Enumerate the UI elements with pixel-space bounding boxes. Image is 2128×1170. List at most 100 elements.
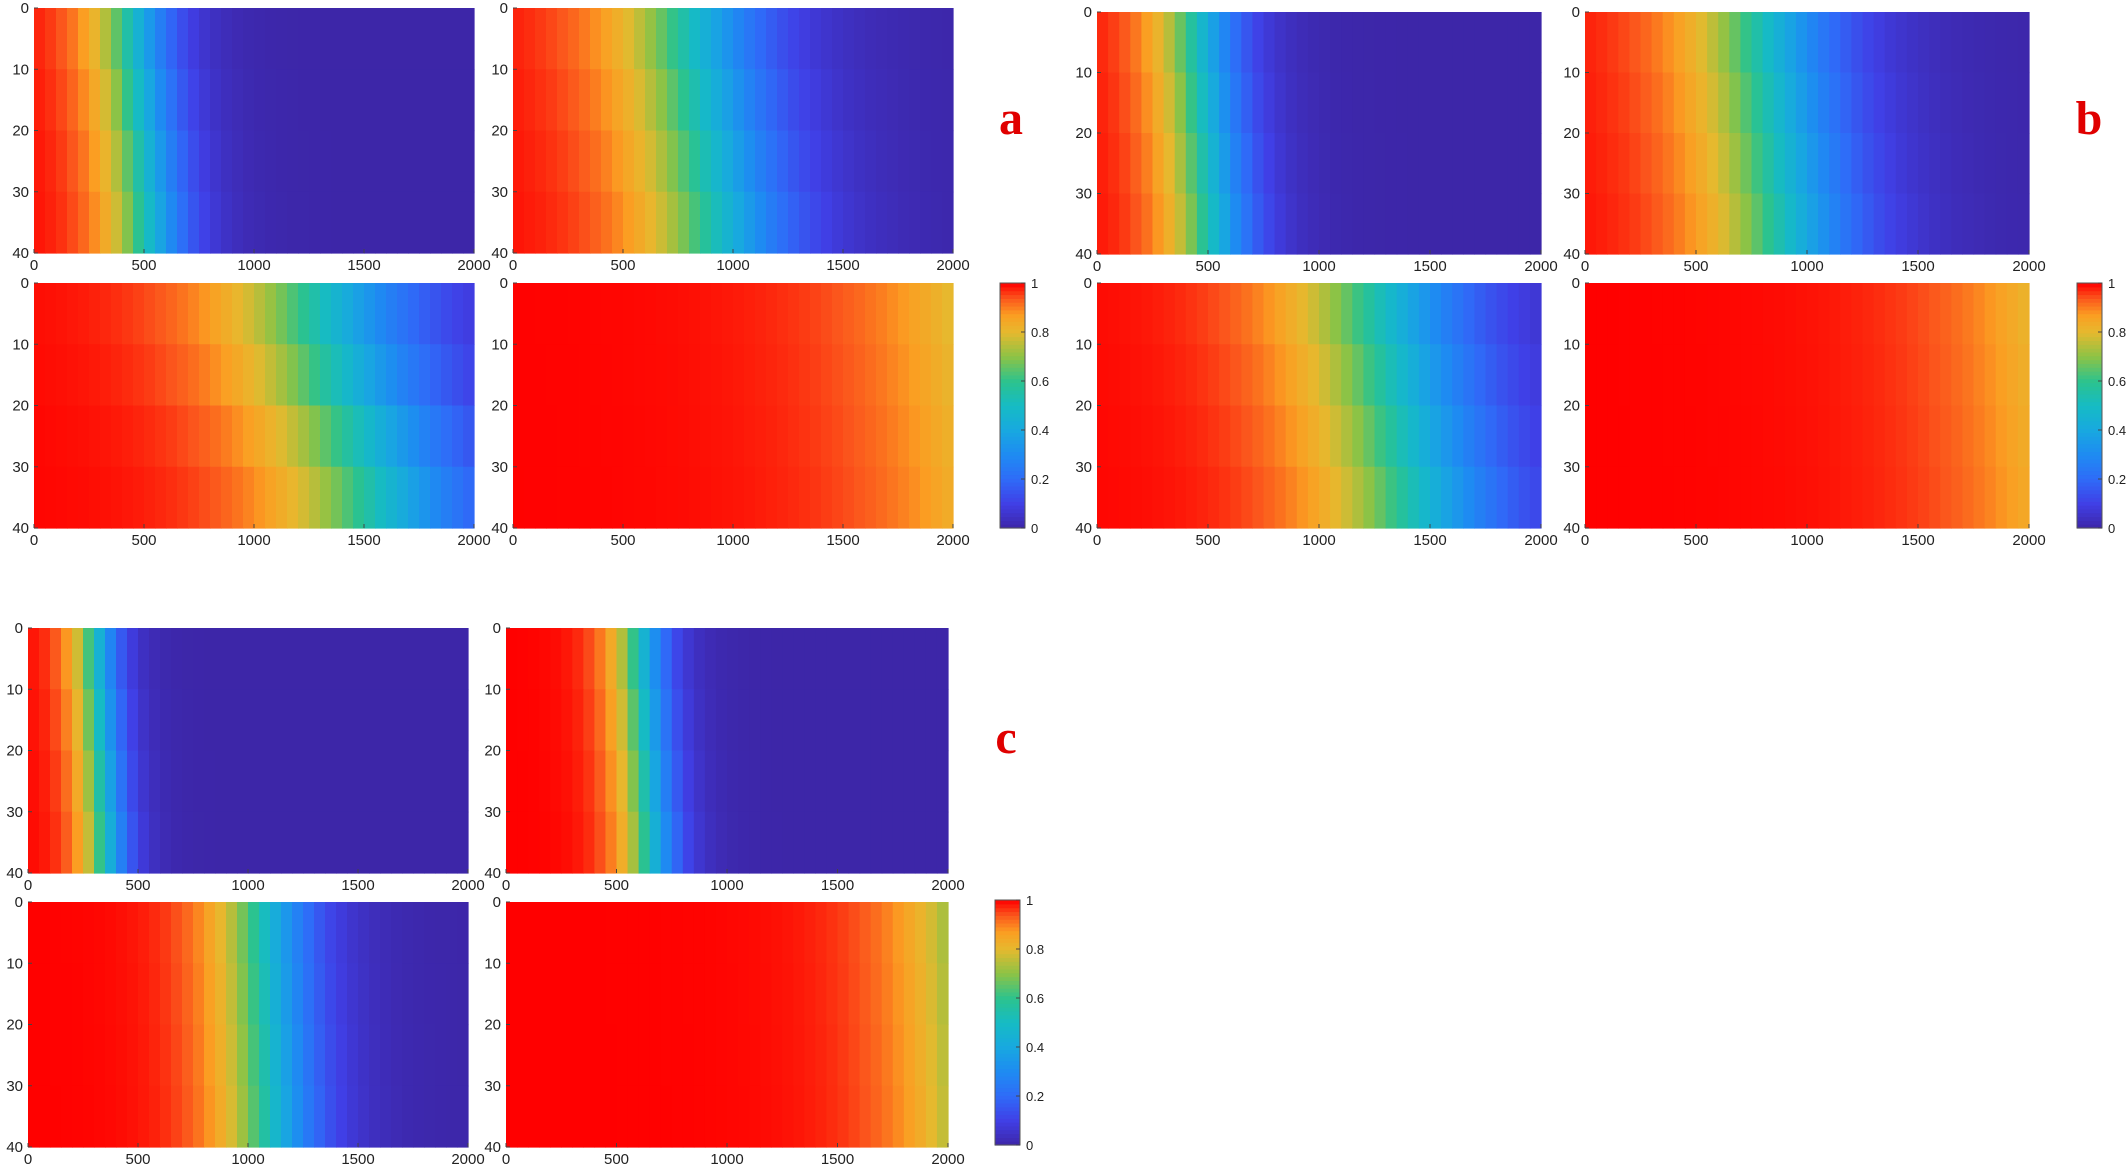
cell-b-1-r0-c1 — [1596, 12, 1608, 74]
cell-c-1-r0-c29 — [826, 628, 839, 690]
cell-a-0-r2-c13 — [177, 130, 189, 193]
cell-a-3-r0-c31 — [854, 283, 866, 345]
colorbar-segment — [995, 972, 1020, 978]
cell-b-1-r2-c12 — [1718, 133, 1730, 195]
cell-a-0-r1-c26 — [320, 69, 332, 132]
cell-a-2-r1-c10 — [144, 344, 156, 407]
cell-b-2-r2-c1 — [1108, 405, 1120, 468]
cell-c-1-r2-c31 — [848, 750, 861, 813]
cell-a-2-r3-c6 — [100, 466, 112, 529]
cell-c-3-r1-c22 — [749, 963, 761, 1026]
cell-c-0-r1-c27 — [325, 689, 337, 752]
cell-c-0-r1-c19 — [237, 689, 249, 752]
cell-b-2-r0-c3 — [1130, 283, 1142, 345]
cell-c-2-r1-c26 — [314, 963, 326, 1026]
x-tick-label: 0 — [1581, 532, 1589, 549]
cell-a-0-r0-c3 — [67, 8, 79, 70]
cell-c-3-r3-c31 — [848, 1085, 861, 1148]
x-tick-label: 1000 — [710, 1151, 743, 1168]
cell-b-1-r2-c19 — [1795, 133, 1808, 195]
cell-a-1-r2-c21 — [744, 130, 756, 193]
cell-a-0-r1-c5 — [89, 69, 101, 132]
cell-a-0-r3-c2 — [56, 191, 68, 254]
cell-b-1-r2-c11 — [1707, 133, 1719, 195]
cell-c-0-r2-c34 — [402, 750, 414, 813]
cell-c-1-r2-c28 — [815, 750, 828, 813]
cell-c-0-r0-c13 — [171, 628, 183, 690]
colorbar-segment — [1000, 283, 1025, 288]
cell-a-0-r3-c8 — [122, 191, 134, 254]
cell-a-1-r3-c14 — [667, 191, 679, 254]
colorbar-segment — [2077, 436, 2102, 441]
cell-b-1-r1-c6 — [1651, 72, 1664, 134]
colorbar-segment — [1000, 424, 1025, 430]
cell-c-2-r0-c29 — [347, 902, 359, 964]
cell-c-3-r0-c33 — [870, 902, 883, 964]
cell-a-2-r1-c21 — [265, 344, 277, 407]
cell-c-2-r3-c8 — [116, 1085, 128, 1148]
colorbar-segment — [995, 1076, 1020, 1081]
colorbar-segment — [995, 953, 1020, 959]
colorbar-segment — [2077, 501, 2102, 506]
cell-c-3-r3-c28 — [815, 1085, 828, 1148]
cell-b-2-r0-c39 — [1529, 283, 1542, 345]
cell-b-1-r1-c11 — [1707, 72, 1719, 134]
cell-a-0-r0-c29 — [353, 8, 365, 70]
cell-c-0-r1-c8 — [116, 689, 128, 752]
cell-b-3-r2-c25 — [1862, 405, 1875, 468]
cell-b-2-r0-c10 — [1208, 283, 1220, 345]
cell-a-2-r1-c29 — [353, 344, 365, 407]
cell-a-0-r1-c19 — [243, 69, 255, 132]
cell-c-2-r3-c1 — [39, 1085, 51, 1148]
cell-b-2-r0-c33 — [1463, 283, 1475, 345]
cell-b-3-r0-c5 — [1640, 283, 1653, 345]
cell-a-2-r2-c0 — [34, 405, 46, 468]
cell-c-1-r3-c27 — [804, 811, 816, 874]
cell-b-1-r1-c36 — [1984, 72, 1997, 134]
colorbar-segment — [1000, 382, 1025, 387]
cell-b-3-r1-c22 — [1829, 344, 1841, 407]
cell-c-0-r2-c17 — [215, 750, 227, 813]
cell-c-2-r1-c27 — [325, 963, 337, 1026]
cell-a-3-r2-c17 — [700, 405, 712, 468]
cell-c-1-r0-c28 — [815, 628, 828, 690]
cell-a-1-r0-c13 — [656, 8, 668, 70]
cell-c-3-r0-c15 — [671, 902, 684, 964]
cell-a-1-r3-c36 — [909, 191, 921, 254]
colorbar-segment — [995, 942, 1020, 947]
cell-b-3-r1-c28 — [1895, 344, 1908, 407]
cell-c-3-r0-c20 — [727, 902, 739, 964]
cell-c-1-r0-c20 — [727, 628, 739, 690]
cell-b-2-r0-c11 — [1219, 283, 1231, 345]
colorbar-segment — [2077, 424, 2102, 430]
cell-b-3-r0-c29 — [1906, 283, 1919, 345]
cell-c-1-r3-c18 — [704, 811, 717, 874]
cell-c-0-r3-c16 — [204, 811, 216, 874]
cell-a-0-r0-c25 — [309, 8, 321, 70]
cell-c-1-r0-c14 — [660, 628, 673, 690]
cell-c-3-r2-c11 — [627, 1024, 640, 1087]
cell-a-0-r1-c12 — [166, 69, 178, 132]
cell-a-3-r3-c4 — [557, 466, 569, 529]
colorbar-segment — [995, 930, 1020, 936]
cell-a-0-r0-c2 — [56, 8, 68, 70]
x-tick-label: 500 — [125, 877, 150, 894]
cell-a-3-r2-c28 — [821, 405, 833, 468]
cell-a-0-r0-c15 — [199, 8, 211, 70]
x-tick-label: 1500 — [1901, 258, 1934, 275]
cell-c-0-r0-c37 — [435, 628, 447, 690]
cell-b-1-r3-c6 — [1651, 193, 1664, 255]
cell-a-1-r3-c19 — [722, 191, 734, 254]
cell-c-3-r2-c29 — [826, 1024, 839, 1087]
cell-a-2-r1-c12 — [166, 344, 178, 407]
cell-a-1-r3-c11 — [634, 191, 646, 254]
cell-c-2-r3-c9 — [127, 1085, 139, 1148]
cell-c-0-r1-c29 — [347, 689, 359, 752]
colorbar-segment — [1000, 497, 1025, 502]
cell-a-2-r1-c14 — [188, 344, 200, 407]
cell-c-3-r2-c22 — [749, 1024, 761, 1087]
cell-a-0-r3-c30 — [364, 191, 376, 254]
cell-b-3-r2-c38 — [2006, 405, 2019, 468]
